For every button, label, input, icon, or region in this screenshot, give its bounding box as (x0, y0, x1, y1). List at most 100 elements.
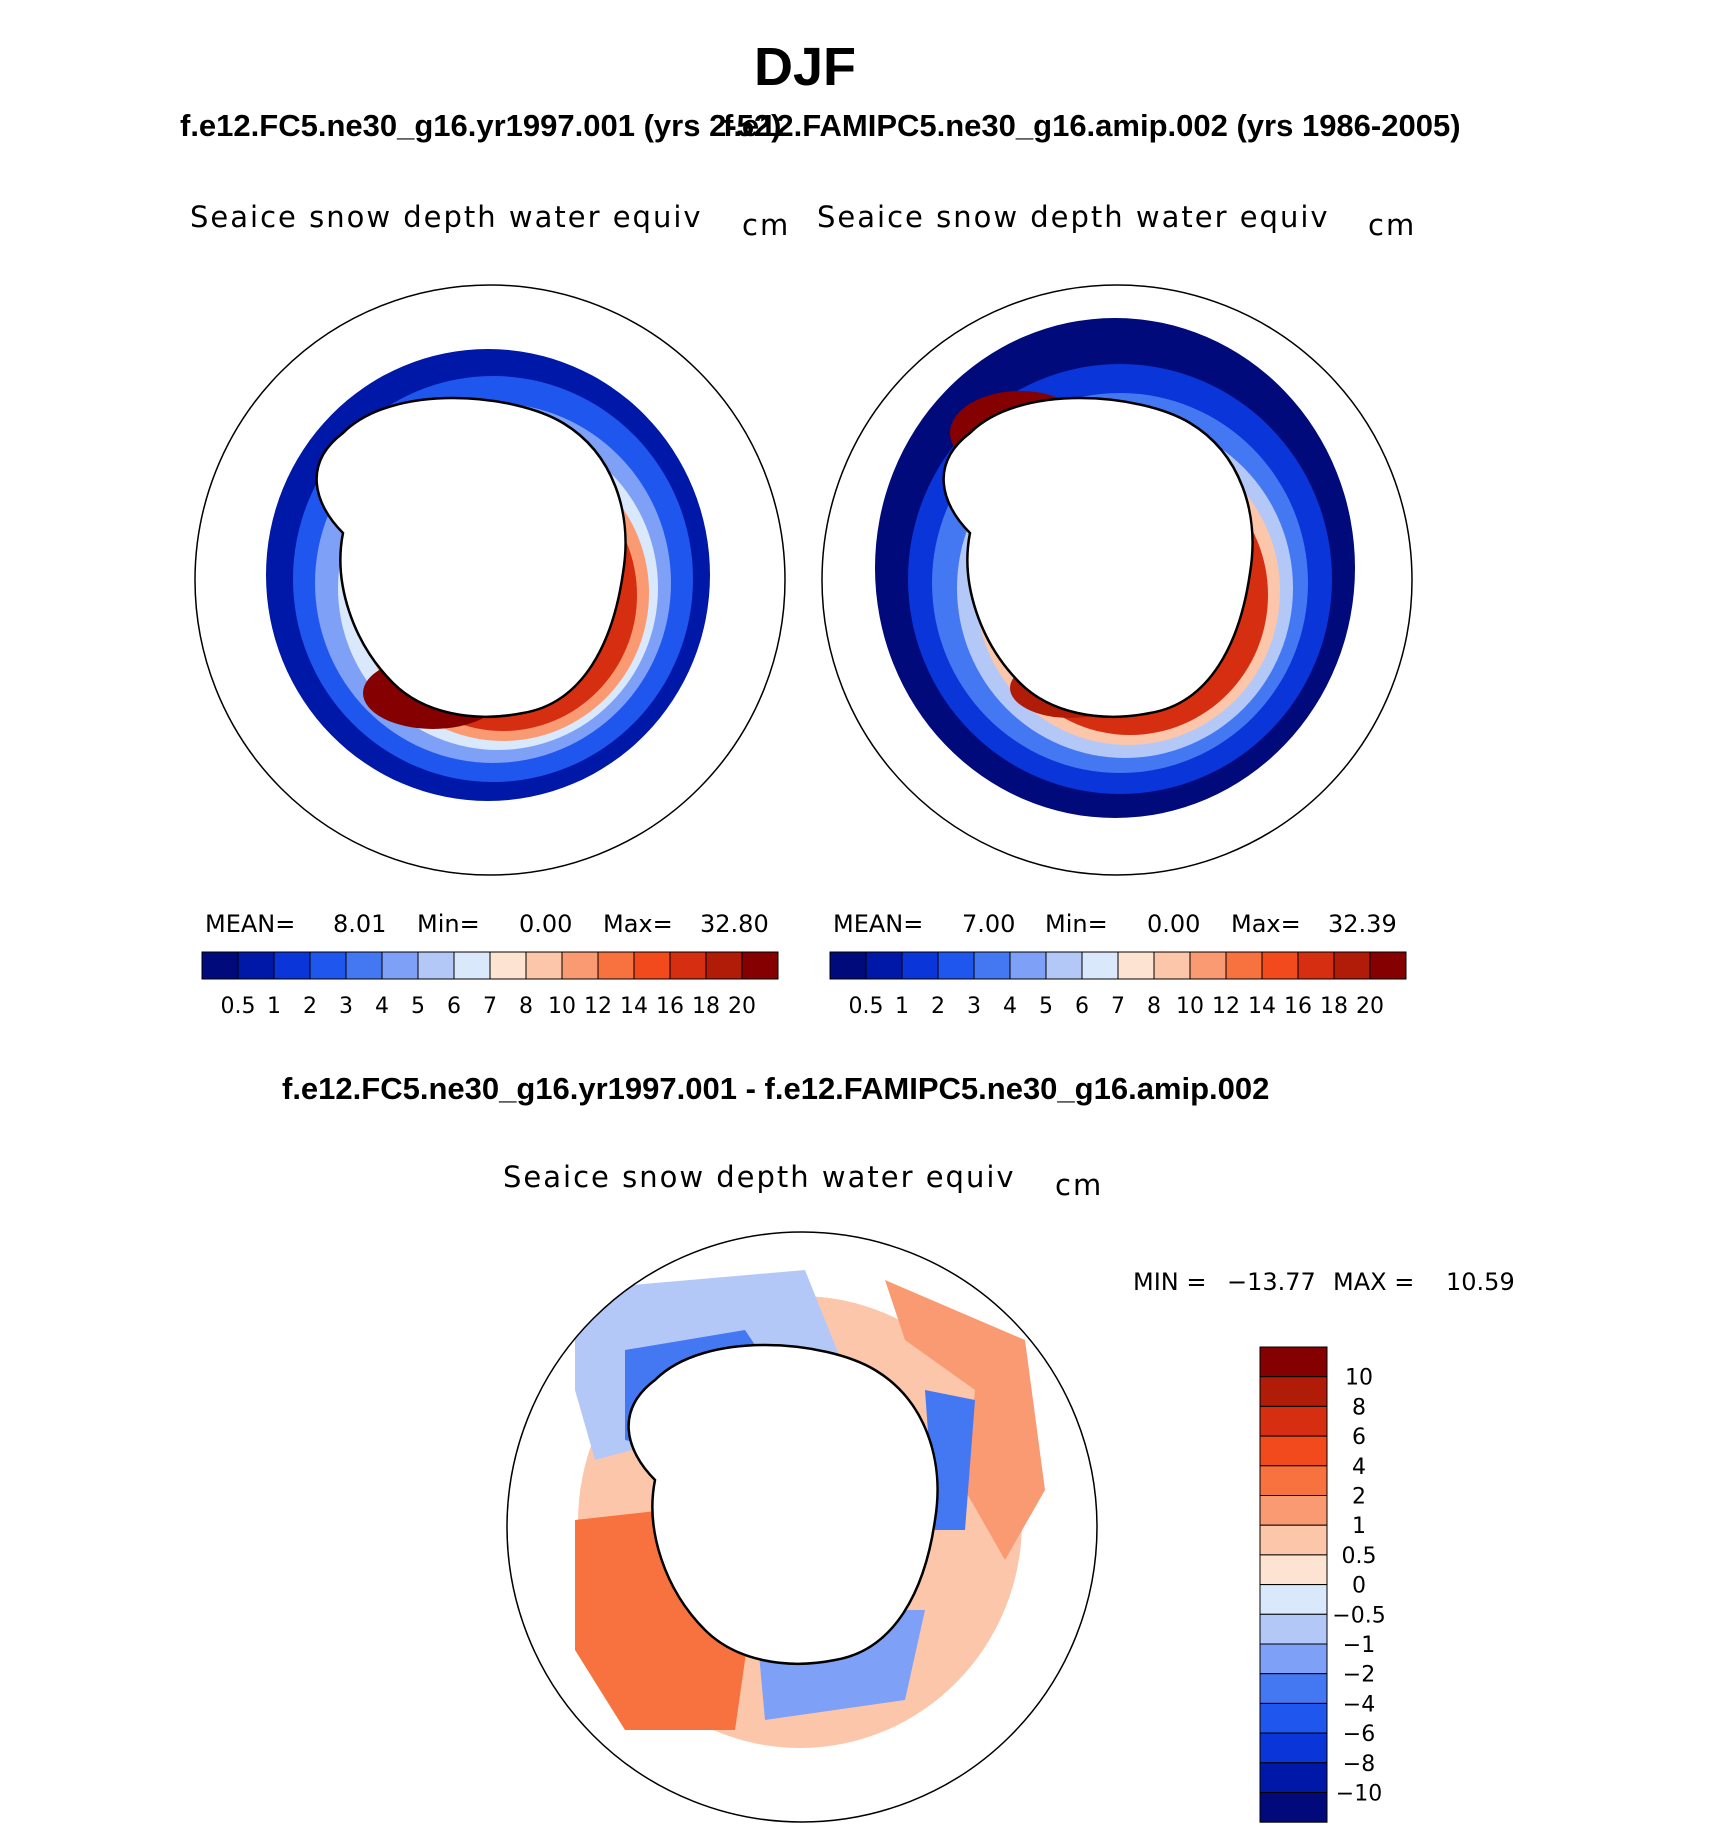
panel1-min-value: 0.00 (519, 910, 573, 938)
colorbar-tick-label: 4 (1352, 1455, 1366, 1480)
colorbar-tick-label: 5 (411, 994, 425, 1019)
colorbar-swatch (1259, 1346, 1328, 1378)
panel2-min-label: Min= (1045, 910, 1108, 938)
colorbar-swatch (1259, 1732, 1328, 1764)
colorbar-swatch (1259, 1465, 1328, 1497)
colorbar-swatch (1259, 1673, 1328, 1704)
colorbar-tick-label: 18 (692, 994, 720, 1019)
colorbar-tick-label: −0.5 (1332, 1603, 1385, 1628)
panel1-mean-label: MEAN= (205, 910, 296, 938)
colorbar-tick-label: 20 (728, 994, 756, 1019)
colorbar-swatch (1259, 1405, 1328, 1437)
colorbar-tick-label: 0 (1352, 1574, 1366, 1599)
colorbar-swatch (1225, 951, 1263, 980)
colorbar-swatch (201, 951, 239, 980)
colorbar-tick-label: 6 (1075, 994, 1089, 1019)
colorbar-tick-label: 5 (1039, 994, 1053, 1019)
colorbar-tick-label: 12 (584, 994, 612, 1019)
panel3-variable-label: Seaice snow depth water equiv (503, 1160, 1016, 1194)
panel2-units-label: cm (1368, 208, 1417, 242)
colorbar-swatch (453, 951, 491, 980)
panel3-max-label: MAX = (1333, 1268, 1415, 1296)
panel1-colorbar: 0.5 1 2 3 4 5 6 7 8 10 12 14 16 18 20 (201, 951, 779, 1019)
colorbar-tick-label: 14 (620, 994, 648, 1019)
colorbar-swatch (273, 951, 311, 980)
colorbar-tick-label: 0.5 (1342, 1544, 1377, 1569)
colorbar-tick-label: 10 (1176, 994, 1204, 1019)
colorbar-swatch (1081, 951, 1119, 980)
panel3-min-label: MIN = (1133, 1268, 1207, 1296)
colorbar-swatch (1261, 951, 1299, 980)
colorbar-swatch (309, 951, 347, 980)
panel1-max-value: 32.80 (700, 910, 769, 938)
colorbar-swatch (1259, 1376, 1328, 1407)
panel2-colorbar: 0.5 1 2 3 4 5 6 7 8 10 12 14 16 18 20 (829, 951, 1407, 1019)
colorbar-swatch (525, 951, 563, 980)
colorbar-tick-label: 6 (447, 994, 461, 1019)
colorbar-swatch (1369, 951, 1407, 980)
panel2-max-value: 32.39 (1328, 910, 1397, 938)
colorbar-swatch (1189, 951, 1227, 980)
panel2-min-value: 0.00 (1147, 910, 1201, 938)
colorbar-swatch (1153, 951, 1191, 980)
panel3-max-value: 10.59 (1446, 1268, 1515, 1296)
colorbar-tick-label: 18 (1320, 994, 1348, 1019)
colorbar-tick-label: −4 (1343, 1692, 1375, 1717)
panel2-variable-label: Seaice snow depth water equiv (817, 200, 1330, 234)
colorbar-tick-label: 10 (1345, 1366, 1373, 1391)
panel3-units-label: cm (1055, 1168, 1104, 1202)
colorbar-swatch (1297, 951, 1335, 980)
panel1-map-border (194, 284, 786, 876)
panel1-max-label: Max= (603, 910, 673, 938)
colorbar-swatch (417, 951, 455, 980)
colorbar-tick-label: 14 (1248, 994, 1276, 1019)
colorbar-swatch (865, 951, 903, 980)
colorbar-tick-label: 12 (1212, 994, 1240, 1019)
antarctica-coastline (627, 1343, 939, 1665)
diff-title: f.e12.FC5.ne30_g16.yr1997.001 - f.e12.FA… (282, 1071, 1270, 1106)
colorbar-swatch (1259, 1524, 1328, 1556)
colorbar-swatch (597, 951, 635, 980)
colorbar-tick-label: 4 (1003, 994, 1017, 1019)
colorbar-swatch (669, 951, 707, 980)
colorbar-swatch (937, 951, 975, 980)
colorbar-swatch (1259, 1613, 1328, 1645)
colorbar-swatch (633, 951, 671, 980)
colorbar-tick-label: 1 (267, 994, 281, 1019)
colorbar-tick-label: −2 (1343, 1663, 1375, 1688)
colorbar-swatch (705, 951, 743, 980)
colorbar-swatch (489, 951, 527, 980)
colorbar-tick-label: 8 (1147, 994, 1161, 1019)
colorbar-tick-label: 1 (1352, 1514, 1366, 1539)
colorbar-swatch (1259, 1792, 1328, 1823)
colorbar-tick-label: 1 (895, 994, 909, 1019)
colorbar-swatch (1259, 1643, 1328, 1675)
colorbar-tick-label: −6 (1343, 1722, 1375, 1747)
colorbar-tick-label: 2 (931, 994, 945, 1019)
panel2-polar-map (821, 284, 1413, 876)
page-title: DJF (753, 37, 856, 97)
colorbar-swatch (973, 951, 1011, 980)
panel3-map-border (506, 1231, 1098, 1823)
colorbar-tick-label: 6 (1352, 1425, 1366, 1450)
colorbar-swatch (1117, 951, 1155, 980)
colorbar-tick-label: 20 (1356, 994, 1384, 1019)
colorbar-tick-label: 7 (483, 994, 497, 1019)
colorbar-tick-label: −10 (1336, 1782, 1382, 1807)
colorbar-tick-label: 2 (1352, 1485, 1366, 1510)
antarctica-coastline (942, 396, 1254, 718)
colorbar-swatch (1259, 1762, 1328, 1793)
panel1-variable-label: Seaice snow depth water equiv (190, 200, 703, 234)
panel3-colorbar: 10 8 6 4 2 1 0.5 0 −0.5 −1 −2 −4 −6 −8 −10 (1259, 1346, 1386, 1823)
panel1-polar-map (194, 284, 786, 876)
colorbar-swatch (1333, 951, 1371, 980)
colorbar-tick-label: 16 (656, 994, 684, 1019)
colorbar-tick-label: −8 (1343, 1752, 1375, 1777)
colorbar-tick-label: 16 (1284, 994, 1312, 1019)
colorbar-swatch (561, 951, 599, 980)
colorbar-swatch (1009, 951, 1047, 980)
colorbar-tick-label: 0.5 (221, 994, 256, 1019)
colorbar-swatch (901, 951, 939, 980)
case2-title: f.e12.FAMIPC5.ne30_g16.amip.002 (yrs 198… (723, 108, 1461, 143)
colorbar-tick-label: 3 (339, 994, 353, 1019)
